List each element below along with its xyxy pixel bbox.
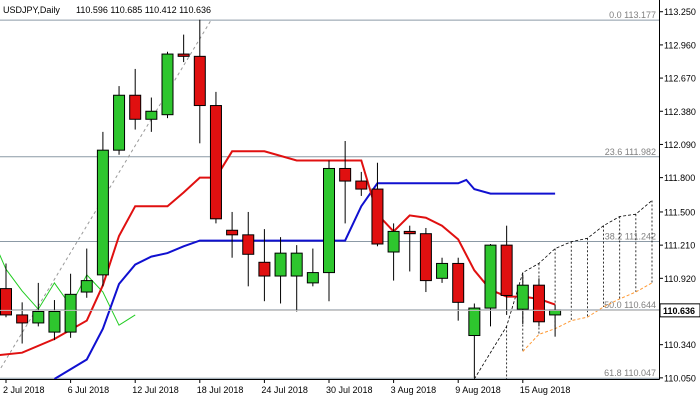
bullish-candle-body	[64, 293, 77, 333]
bullish-candle-body	[468, 307, 481, 337]
bearish-candle-body	[339, 167, 352, 182]
y-tick-label: 110.050	[664, 373, 696, 383]
bearish-candle-body	[226, 229, 239, 236]
bearish-candle-body	[16, 314, 29, 324]
x-tick-label: 9 Aug 2018	[455, 385, 501, 395]
y-tick-label: 112.090	[664, 140, 696, 150]
bearish-candle-body	[419, 233, 432, 282]
y-tick-label: 111.500	[664, 207, 695, 217]
bullish-candle-body	[32, 310, 45, 324]
x-tick-label: 6 Jul 2018	[68, 385, 110, 395]
x-tick-label: 18 Jul 2018	[197, 385, 244, 395]
y-tick-label: 113.250	[664, 7, 696, 17]
fib-trend-line	[0, 19, 212, 371]
y-tick-label: 111.210	[664, 241, 695, 251]
bearish-candle-body	[452, 262, 465, 303]
bullish-candle-body	[274, 252, 287, 277]
bullish-candle-body	[113, 94, 126, 151]
bullish-candle-body	[306, 272, 319, 284]
bearish-candle-body	[532, 284, 545, 323]
x-tick-label: 30 Jul 2018	[326, 385, 373, 395]
fib-level-label: 61.8 110.047	[604, 368, 656, 378]
bearish-candle-body	[403, 230, 416, 235]
current-price-label: 110.636	[663, 306, 695, 316]
x-tick-label: 2 Jul 2018	[3, 385, 45, 395]
bearish-candle-body	[371, 188, 384, 245]
x-tick-label: 15 Aug 2018	[520, 385, 571, 395]
bullish-candle-body	[323, 167, 335, 274]
bullish-candle-body	[484, 244, 497, 309]
y-tick-label: 112.670	[664, 74, 696, 84]
bullish-candle-body	[387, 230, 400, 253]
bullish-candle-body	[48, 310, 61, 333]
x-tick-label: 3 Aug 2018	[391, 385, 437, 395]
cloud-span-b-line	[522, 282, 653, 352]
y-tick-label: 110.340	[664, 340, 696, 350]
cloud-span-a-line	[473, 200, 653, 380]
bullish-candle-body	[145, 110, 158, 120]
bearish-candle-body	[355, 180, 368, 190]
bullish-candle-body	[549, 309, 562, 316]
bullish-candle-body	[436, 262, 449, 279]
fib-level-label: 50.0 110.644	[604, 300, 656, 310]
bullish-candle-body	[516, 284, 529, 310]
kijun-sen-line	[53, 178, 556, 380]
y-tick-label: 111.800	[664, 173, 695, 183]
header-ohlc: 110.596 110.685 110.412 110.636	[76, 5, 211, 15]
bearish-candle-body	[193, 55, 206, 107]
ichimoku-cloud-layer	[506, 200, 653, 379]
bullish-candle-body	[80, 280, 93, 293]
fib-level-label: 0.0 113.177	[609, 10, 656, 20]
current-price-box	[659, 303, 700, 318]
bullish-candle-body	[290, 252, 303, 277]
y-tick-label: 110.920	[664, 274, 696, 284]
axes-layer: 113.250 112.960 112.670 112.380 112.090 111.8…	[0, 0, 700, 395]
y-tick-label: 112.960	[664, 40, 696, 50]
bearish-candle-body	[177, 53, 190, 57]
bearish-candle-body	[0, 288, 12, 316]
bearish-candle-body	[500, 244, 513, 296]
bullish-candle-body	[161, 53, 174, 116]
header-symbol: USDJPY,Daily	[3, 5, 60, 15]
bearish-candle-body	[242, 234, 255, 255]
x-tick-label: 24 Jul 2018	[261, 385, 308, 395]
bearish-candle-body	[258, 261, 271, 277]
fib-level-label: 23.6 111.982	[605, 147, 656, 157]
fib-level-label: 38.2 111.242	[605, 231, 656, 241]
x-tick-label: 12 Jul 2018	[132, 385, 179, 395]
candles-layer	[0, 19, 562, 378]
y-tick-label: 112.380	[664, 107, 696, 117]
bearish-candle-body	[129, 94, 142, 120]
bullish-candle-body	[96, 149, 109, 276]
bearish-candle-body	[209, 105, 222, 220]
